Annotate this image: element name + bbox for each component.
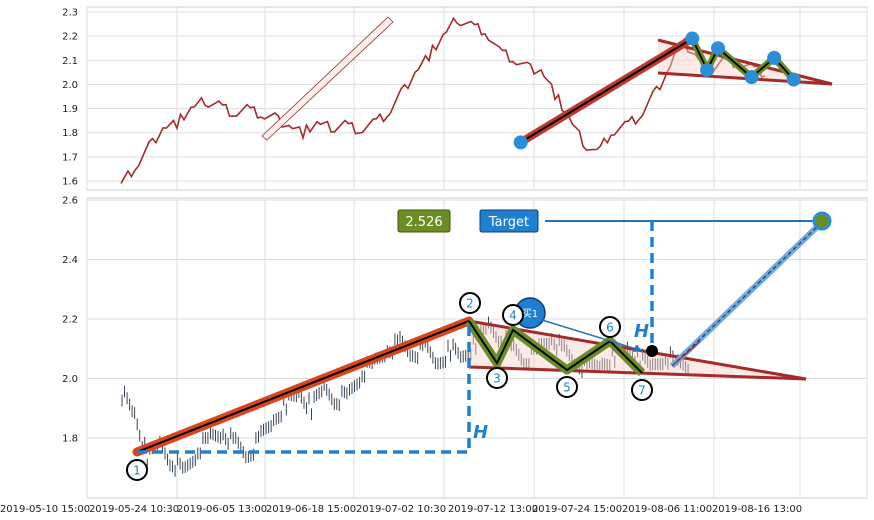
target-point — [812, 211, 832, 231]
pattern-marker-circle-1 — [126, 459, 148, 481]
top-pattern-dot-6 — [786, 72, 801, 87]
target-value-badge: 2.526 — [397, 209, 451, 233]
axis-ticks: 1.6 1.7 1.8 1.9 2.0 2.1 2.2 2.3 1.8 2.0 2.2 2.4 2.6 2… — [0, 8, 802, 516]
top-ytick-5: 2.1 — [62, 56, 78, 67]
bottom-xtick-8: 2019-08-16 13:00 — [712, 504, 802, 515]
bottom-ytick-4: 2.6 — [62, 196, 78, 207]
top-pattern-dot-1 — [685, 31, 700, 46]
top-pattern-dot-4 — [744, 70, 759, 85]
pattern-marker-label-2: 2 — [466, 297, 474, 311]
top-ytick-2: 1.8 — [62, 128, 78, 139]
top-pattern-dot-5 — [767, 50, 782, 65]
bottom-xtick-5: 2019-07-12 13:00 — [448, 504, 538, 515]
top-ytick-0: 1.6 — [62, 177, 78, 188]
buy-label: 买1 — [522, 308, 538, 320]
bottom-pole-line — [136, 320, 470, 453]
pattern-marker-label-1: 1 — [133, 464, 141, 478]
pattern-marker-5: 5 — [556, 376, 578, 398]
bottom-panel-frame — [86, 197, 868, 499]
top-ytick-4: 2.0 — [62, 80, 78, 91]
breakout-tick — [671, 340, 701, 367]
bottom-xtick-4: 2019-07-02 10:30 — [356, 504, 446, 515]
bottom-ytick-1: 2.0 — [62, 374, 78, 385]
top-pole-line — [520, 37, 693, 144]
target-value-text: 2.526 — [405, 215, 442, 230]
pattern-marker-circle-4 — [502, 304, 524, 326]
projection-line — [671, 225, 819, 367]
top-panel-frame — [86, 6, 868, 191]
top-ytick-1: 1.7 — [62, 152, 78, 163]
pattern-marker-1: 1 — [126, 459, 148, 481]
bottom-ytick-0: 1.8 — [62, 434, 78, 445]
buy-arrow-line — [541, 319, 644, 352]
pattern-marker-label-3: 3 — [493, 372, 501, 386]
pattern-marker-circle-6 — [599, 316, 621, 338]
pattern-marker-2: 2 — [459, 292, 481, 314]
pattern-marker-3: 3 — [486, 367, 508, 389]
pattern-marker-label-7: 7 — [638, 384, 646, 398]
pattern-marker-circle-5 — [556, 376, 578, 398]
top-upper-trendline — [657, 38, 833, 86]
height-label-right: H — [634, 321, 649, 342]
top-pattern-dot-3 — [711, 41, 726, 56]
pattern-marker-label-5: 5 — [563, 381, 571, 395]
buy-arrow-head — [633, 345, 643, 352]
target-label-text: Target — [488, 215, 529, 230]
pattern-marker-4: 4 — [502, 304, 524, 326]
bottom-xtick-7: 2019-08-06 11:00 — [622, 504, 712, 515]
bottom-xtick-0: 2019-05-10 15:00 — [0, 504, 90, 515]
annotations: 2.526 Target 买1 H H 1 2 3 4 5 6 7 — [126, 209, 653, 481]
target-label-badge: Target — [479, 209, 539, 233]
pattern-marker-label-4: 4 — [509, 309, 517, 323]
bottom-ytick-2: 2.2 — [62, 315, 78, 326]
pattern-marker-circle-3 — [486, 367, 508, 389]
top-ytick-6: 2.2 — [62, 32, 78, 43]
pattern-marker-6: 6 — [599, 316, 621, 338]
bottom-ytick-3: 2.4 — [62, 255, 78, 266]
top-ytick-7: 2.3 — [62, 8, 78, 19]
top-up-arrow — [261, 16, 394, 141]
pattern-marker-label-6: 6 — [606, 321, 614, 335]
breakout-point — [646, 345, 658, 357]
bottom-xtick-2: 2019-06-05 13:00 — [177, 504, 267, 515]
bottom-zigzag-line — [468, 320, 643, 374]
top-ytick-3: 1.9 — [62, 104, 78, 115]
top-pattern-dot-2 — [700, 62, 715, 77]
top-pattern-dot-0 — [513, 135, 528, 150]
bottom-xtick-3: 2019-06-18 15:00 — [266, 504, 356, 515]
top-price-line — [120, 16, 766, 184]
height-guide-left — [137, 321, 471, 454]
top-panel — [120, 16, 833, 184]
pattern-marker-circle-7 — [631, 379, 653, 401]
pattern-marker-7: 7 — [631, 379, 653, 401]
bottom-xtick-1: 2019-05-24 10:30 — [89, 504, 179, 515]
pattern-marker-circle-2 — [459, 292, 481, 314]
height-label-left: H — [473, 422, 488, 443]
bottom-xtick-6: 2019-07-24 15:00 — [532, 504, 622, 515]
